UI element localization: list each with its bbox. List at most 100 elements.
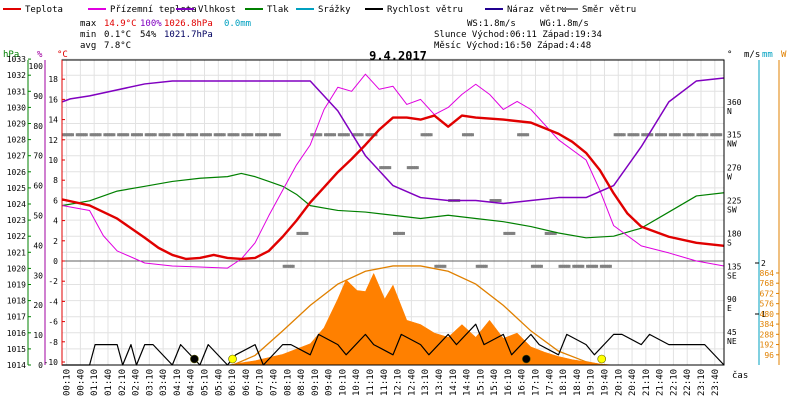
wind-direction-dot <box>333 133 337 137</box>
legend-label: Srážky <box>318 5 351 15</box>
wind-direction-dot <box>439 264 443 268</box>
wind-direction-dot <box>327 133 331 137</box>
wind-direction-dot <box>402 231 405 235</box>
temperature-tick-label: 18 <box>48 75 58 84</box>
pressure-tick-label: 1024 <box>7 200 26 209</box>
wind-direction-dot <box>177 133 181 137</box>
wind-direction-dot <box>386 166 390 170</box>
wind-direction-dot <box>379 166 383 170</box>
wind-direction-dot <box>518 133 522 137</box>
wind-direction-dot <box>489 199 493 203</box>
temperature-tick-label: -2 <box>48 277 58 286</box>
wind-direction-dot <box>656 133 660 137</box>
wind-direction-dot <box>360 133 364 137</box>
stat-min-label: min <box>80 30 96 40</box>
wind-direction-dot <box>229 133 233 137</box>
wind-direction-dot <box>562 264 566 268</box>
wind-direction-dot <box>398 231 402 235</box>
x-tick-label: 03:40 <box>159 369 169 396</box>
wind-direction-dot <box>139 133 143 137</box>
wind-direction-dot <box>94 133 98 137</box>
wind-direction-dot <box>191 133 195 137</box>
wind-direction-dot <box>148 133 152 137</box>
pressure-line <box>61 172 725 239</box>
wind-direction-dot <box>698 133 702 137</box>
wind-direction-dot <box>262 133 266 137</box>
wind-direction-dot <box>268 133 272 137</box>
wind-direction-dot <box>593 264 597 268</box>
x-tick-label: 09:10 <box>311 369 321 396</box>
wind-direction-dot <box>574 264 578 268</box>
wind-direction-dot <box>710 133 714 137</box>
wind-direction-dot <box>689 133 693 137</box>
wind-direction-dot <box>620 133 624 137</box>
humidity-tick-label: 40 <box>33 241 43 250</box>
x-axis-label: čas <box>732 370 748 381</box>
wind-direction-dot <box>236 133 240 137</box>
temperature-tick-label: 8 <box>53 176 58 185</box>
humidity-tick-label: 0 <box>38 361 43 370</box>
stat-max-pressure: 1026.8hPa <box>164 19 213 29</box>
wind-direction-dot <box>617 133 621 137</box>
wind-direction-dot <box>415 166 419 170</box>
wind-direction-dot <box>505 231 509 235</box>
wind-direction-dot <box>493 199 497 203</box>
humidity-tick-label: 30 <box>33 271 43 280</box>
wind-direction-dot <box>220 133 224 137</box>
x-tick-label: 10:40 <box>352 369 362 396</box>
wind-direction-dot <box>303 231 307 235</box>
wind-direction-dot <box>408 166 412 170</box>
wind-direction-dot <box>291 264 295 268</box>
wind-direction-dot <box>120 133 124 137</box>
wind-direction-dot <box>477 264 481 268</box>
wind-direction-dot <box>422 133 426 137</box>
wind-direction-dot <box>289 264 293 268</box>
wind-direction-dot <box>189 133 193 137</box>
wind-direction-dot <box>138 133 142 137</box>
wind-direction-dot <box>641 133 645 137</box>
wind-direction-dot <box>62 133 65 137</box>
wind-direction-dot <box>467 133 471 137</box>
wind-direction-dot <box>484 264 488 268</box>
pressure-tick-label: 1030 <box>7 103 26 112</box>
wind-direction-dot <box>358 133 362 137</box>
wind-direction-tick-label: NE <box>727 337 737 346</box>
wind-direction-dot <box>668 133 672 137</box>
pressure-tick-label: 1025 <box>7 184 26 193</box>
x-tick-label: 03:10 <box>145 369 155 396</box>
wind-direction-dot <box>346 133 350 137</box>
solar-tick-label: 672 <box>760 289 775 298</box>
wind-direction-dot <box>258 133 262 137</box>
wind-direction-dot <box>577 264 581 268</box>
pressure-tick-label: 1014 <box>7 361 26 370</box>
wind-direction-dot <box>329 133 333 137</box>
wind-direction-dot <box>250 133 254 137</box>
wind-direction-dot <box>231 133 235 137</box>
chart-title: 9.4.2017 <box>369 49 427 63</box>
wind-direction-dot <box>312 133 316 137</box>
x-tick-label: 06:10 <box>228 369 238 396</box>
wind-direction-dot <box>227 133 231 137</box>
humidity-tick-label: 70 <box>33 152 43 161</box>
wind-direction-dot <box>544 231 548 235</box>
wind-direction-dot <box>705 133 709 137</box>
legend-label: Náraz větru <box>507 5 567 15</box>
wind-direction-dot <box>603 264 607 268</box>
wind-direction-dot <box>526 133 530 137</box>
x-tick-label: 04:40 <box>187 369 197 396</box>
legend: Teplota Přízemní teplota Vlhkost Tlak Srážky… <box>3 5 636 15</box>
stat-min-pressure: 1021.7hPa <box>164 30 213 40</box>
x-tick-label: 17:40 <box>545 369 555 396</box>
wind-direction-dot <box>412 166 416 170</box>
wind-direction-tick-label: S <box>727 238 732 247</box>
wind-direction-tick-label: 180 <box>727 229 742 238</box>
pressure-tick-label: 1031 <box>7 87 26 96</box>
wind-direction-dot <box>712 133 716 137</box>
wind-direction-dot <box>255 133 259 137</box>
wind-speed-tick-label: 2 <box>761 259 766 268</box>
wind-direction-dot <box>89 133 93 137</box>
wind-direction-dot <box>688 133 692 137</box>
wind-direction-dot <box>524 133 528 137</box>
wind-direction-dot <box>619 133 623 137</box>
wind-direction-dot <box>400 231 404 235</box>
